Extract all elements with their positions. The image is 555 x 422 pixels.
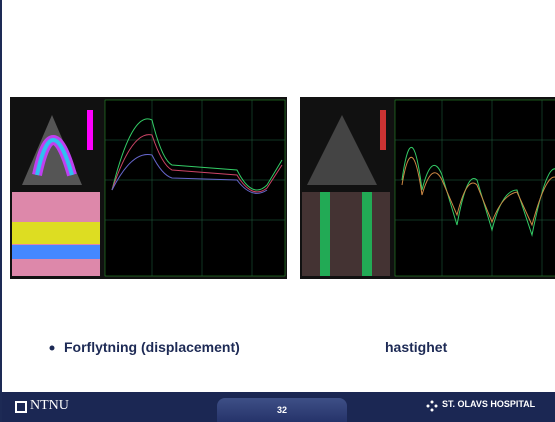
slide: Forflytning (displacement) hastighet 32 …	[0, 0, 555, 422]
mmode	[362, 192, 372, 276]
colorbar	[380, 110, 386, 150]
plot	[105, 100, 285, 276]
screenshots	[2, 0, 555, 422]
hospital-name: ST. OLAVS HOSPITAL	[442, 399, 535, 409]
bullet-text: hastighet	[385, 339, 447, 355]
bullet-text: Forflytning (displacement)	[64, 339, 240, 355]
mmode	[302, 192, 390, 276]
mmode	[12, 245, 100, 259]
hospital-icon	[425, 399, 439, 413]
bullet	[50, 346, 55, 351]
page-number: 32	[217, 405, 347, 415]
plot	[395, 100, 555, 276]
mmode	[12, 222, 100, 244]
mmode	[320, 192, 330, 276]
logo-icon	[15, 401, 27, 413]
colorbar	[87, 110, 93, 150]
logo: NTNU	[30, 398, 69, 414]
